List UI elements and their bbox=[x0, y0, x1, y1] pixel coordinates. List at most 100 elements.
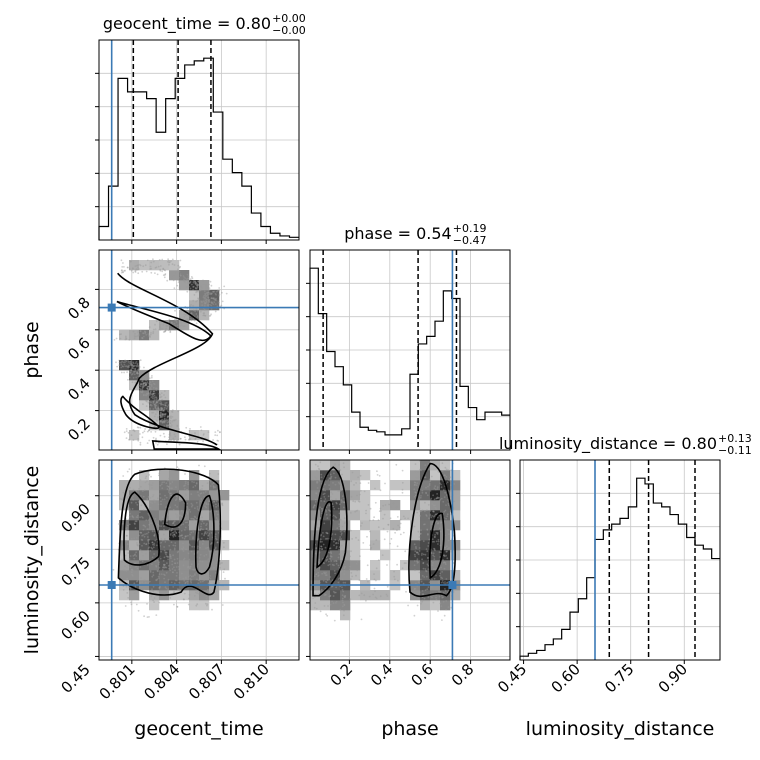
scatter-point bbox=[213, 549, 216, 551]
scatter-point bbox=[210, 297, 213, 300]
scatter-point bbox=[214, 537, 217, 540]
scatter-point bbox=[205, 595, 208, 598]
scatter-point bbox=[196, 545, 199, 548]
scatter-point bbox=[169, 548, 172, 551]
scatter-point bbox=[178, 526, 180, 529]
density-cell bbox=[340, 610, 351, 621]
scatter-point bbox=[148, 518, 151, 520]
scatter-point bbox=[193, 515, 196, 518]
scatter-point bbox=[128, 558, 131, 560]
scatter-point bbox=[404, 517, 406, 520]
scatter-point bbox=[197, 579, 200, 582]
density-cell bbox=[310, 560, 321, 571]
scatter-point bbox=[389, 503, 392, 506]
scatter-point bbox=[155, 441, 157, 444]
scatter-point bbox=[187, 581, 189, 583]
scatter-point bbox=[163, 549, 166, 552]
scatter-point bbox=[413, 614, 416, 617]
scatter-point bbox=[414, 555, 416, 558]
scatter-point bbox=[142, 509, 145, 511]
scatter-point bbox=[421, 574, 424, 577]
scatter-point bbox=[430, 497, 433, 500]
scatter-point bbox=[195, 322, 198, 325]
scatter-point bbox=[165, 401, 168, 404]
density-cell bbox=[139, 480, 150, 491]
scatter-point bbox=[320, 497, 322, 500]
scatter-point bbox=[331, 585, 334, 588]
y-axis-label-phase: phase bbox=[21, 321, 43, 378]
scatter-point bbox=[382, 517, 384, 520]
scatter-point bbox=[218, 289, 221, 292]
scatter-point bbox=[198, 495, 201, 497]
scatter-point bbox=[214, 486, 217, 489]
scatter-point bbox=[365, 578, 368, 580]
scatter-point bbox=[135, 591, 138, 594]
scatter-point bbox=[335, 501, 338, 504]
scatter-point bbox=[164, 402, 167, 404]
scatter-point bbox=[171, 276, 174, 279]
scatter-point bbox=[197, 297, 200, 300]
scatter-point bbox=[164, 420, 167, 422]
scatter-point bbox=[150, 267, 153, 270]
scatter-point bbox=[126, 495, 129, 498]
x-axis-label-geocent_time: geocent_time bbox=[134, 718, 263, 740]
scatter-point bbox=[445, 517, 447, 520]
scatter-point bbox=[148, 546, 151, 549]
scatter-point bbox=[422, 553, 425, 556]
scatter-point bbox=[152, 400, 155, 403]
scatter-point bbox=[171, 563, 174, 566]
scatter-point bbox=[174, 504, 177, 507]
scatter-point bbox=[203, 522, 205, 525]
scatter-point bbox=[155, 564, 158, 567]
scatter-point bbox=[148, 429, 150, 431]
scatter-point bbox=[433, 540, 435, 543]
scatter-point bbox=[195, 290, 198, 292]
scatter-point bbox=[174, 535, 177, 537]
scatter-point bbox=[444, 589, 447, 592]
scatter-point bbox=[169, 416, 171, 419]
scatter-point bbox=[167, 258, 170, 261]
scatter-point bbox=[419, 532, 422, 535]
scatter-point bbox=[169, 432, 172, 434]
scatter-point bbox=[207, 297, 210, 299]
scatter-point bbox=[146, 498, 149, 500]
scatter-point bbox=[173, 603, 175, 606]
density-cell bbox=[129, 540, 140, 551]
scatter-point bbox=[427, 557, 429, 559]
scatter-point bbox=[126, 366, 129, 368]
scatter-point bbox=[365, 512, 367, 515]
density-cell bbox=[119, 560, 130, 571]
scatter-point bbox=[142, 386, 145, 389]
scatter-point bbox=[335, 541, 338, 544]
density-cell bbox=[420, 500, 431, 511]
scatter-point bbox=[163, 528, 165, 531]
scatter-point bbox=[334, 476, 337, 479]
scatter-point bbox=[186, 502, 189, 505]
density-cell bbox=[189, 520, 200, 531]
scatter-point bbox=[131, 364, 134, 366]
scatter-point bbox=[436, 533, 439, 535]
scatter-point bbox=[414, 491, 417, 494]
density-cell bbox=[380, 520, 391, 531]
panel-geocent_time-vs-luminosity_distance bbox=[98, 459, 300, 661]
scatter-point bbox=[317, 572, 320, 574]
scatter-point bbox=[327, 495, 330, 498]
scatter-point bbox=[132, 361, 135, 364]
scatter-point bbox=[334, 515, 337, 518]
density-cell bbox=[420, 480, 431, 491]
density-cell bbox=[199, 480, 210, 491]
scatter-point bbox=[171, 411, 174, 413]
scatter-point bbox=[172, 276, 174, 279]
truth-marker bbox=[107, 303, 116, 312]
scatter-point bbox=[167, 514, 170, 517]
scatter-point bbox=[435, 574, 437, 577]
scatter-point bbox=[209, 510, 211, 513]
scatter-point bbox=[439, 551, 442, 553]
scatter-point bbox=[157, 399, 160, 402]
scatter-point bbox=[166, 416, 169, 419]
scatter-point bbox=[142, 403, 144, 405]
scatter-point bbox=[151, 575, 154, 578]
scatter-point bbox=[443, 567, 446, 570]
scatter-point bbox=[324, 546, 327, 549]
scatter-point bbox=[324, 454, 326, 456]
